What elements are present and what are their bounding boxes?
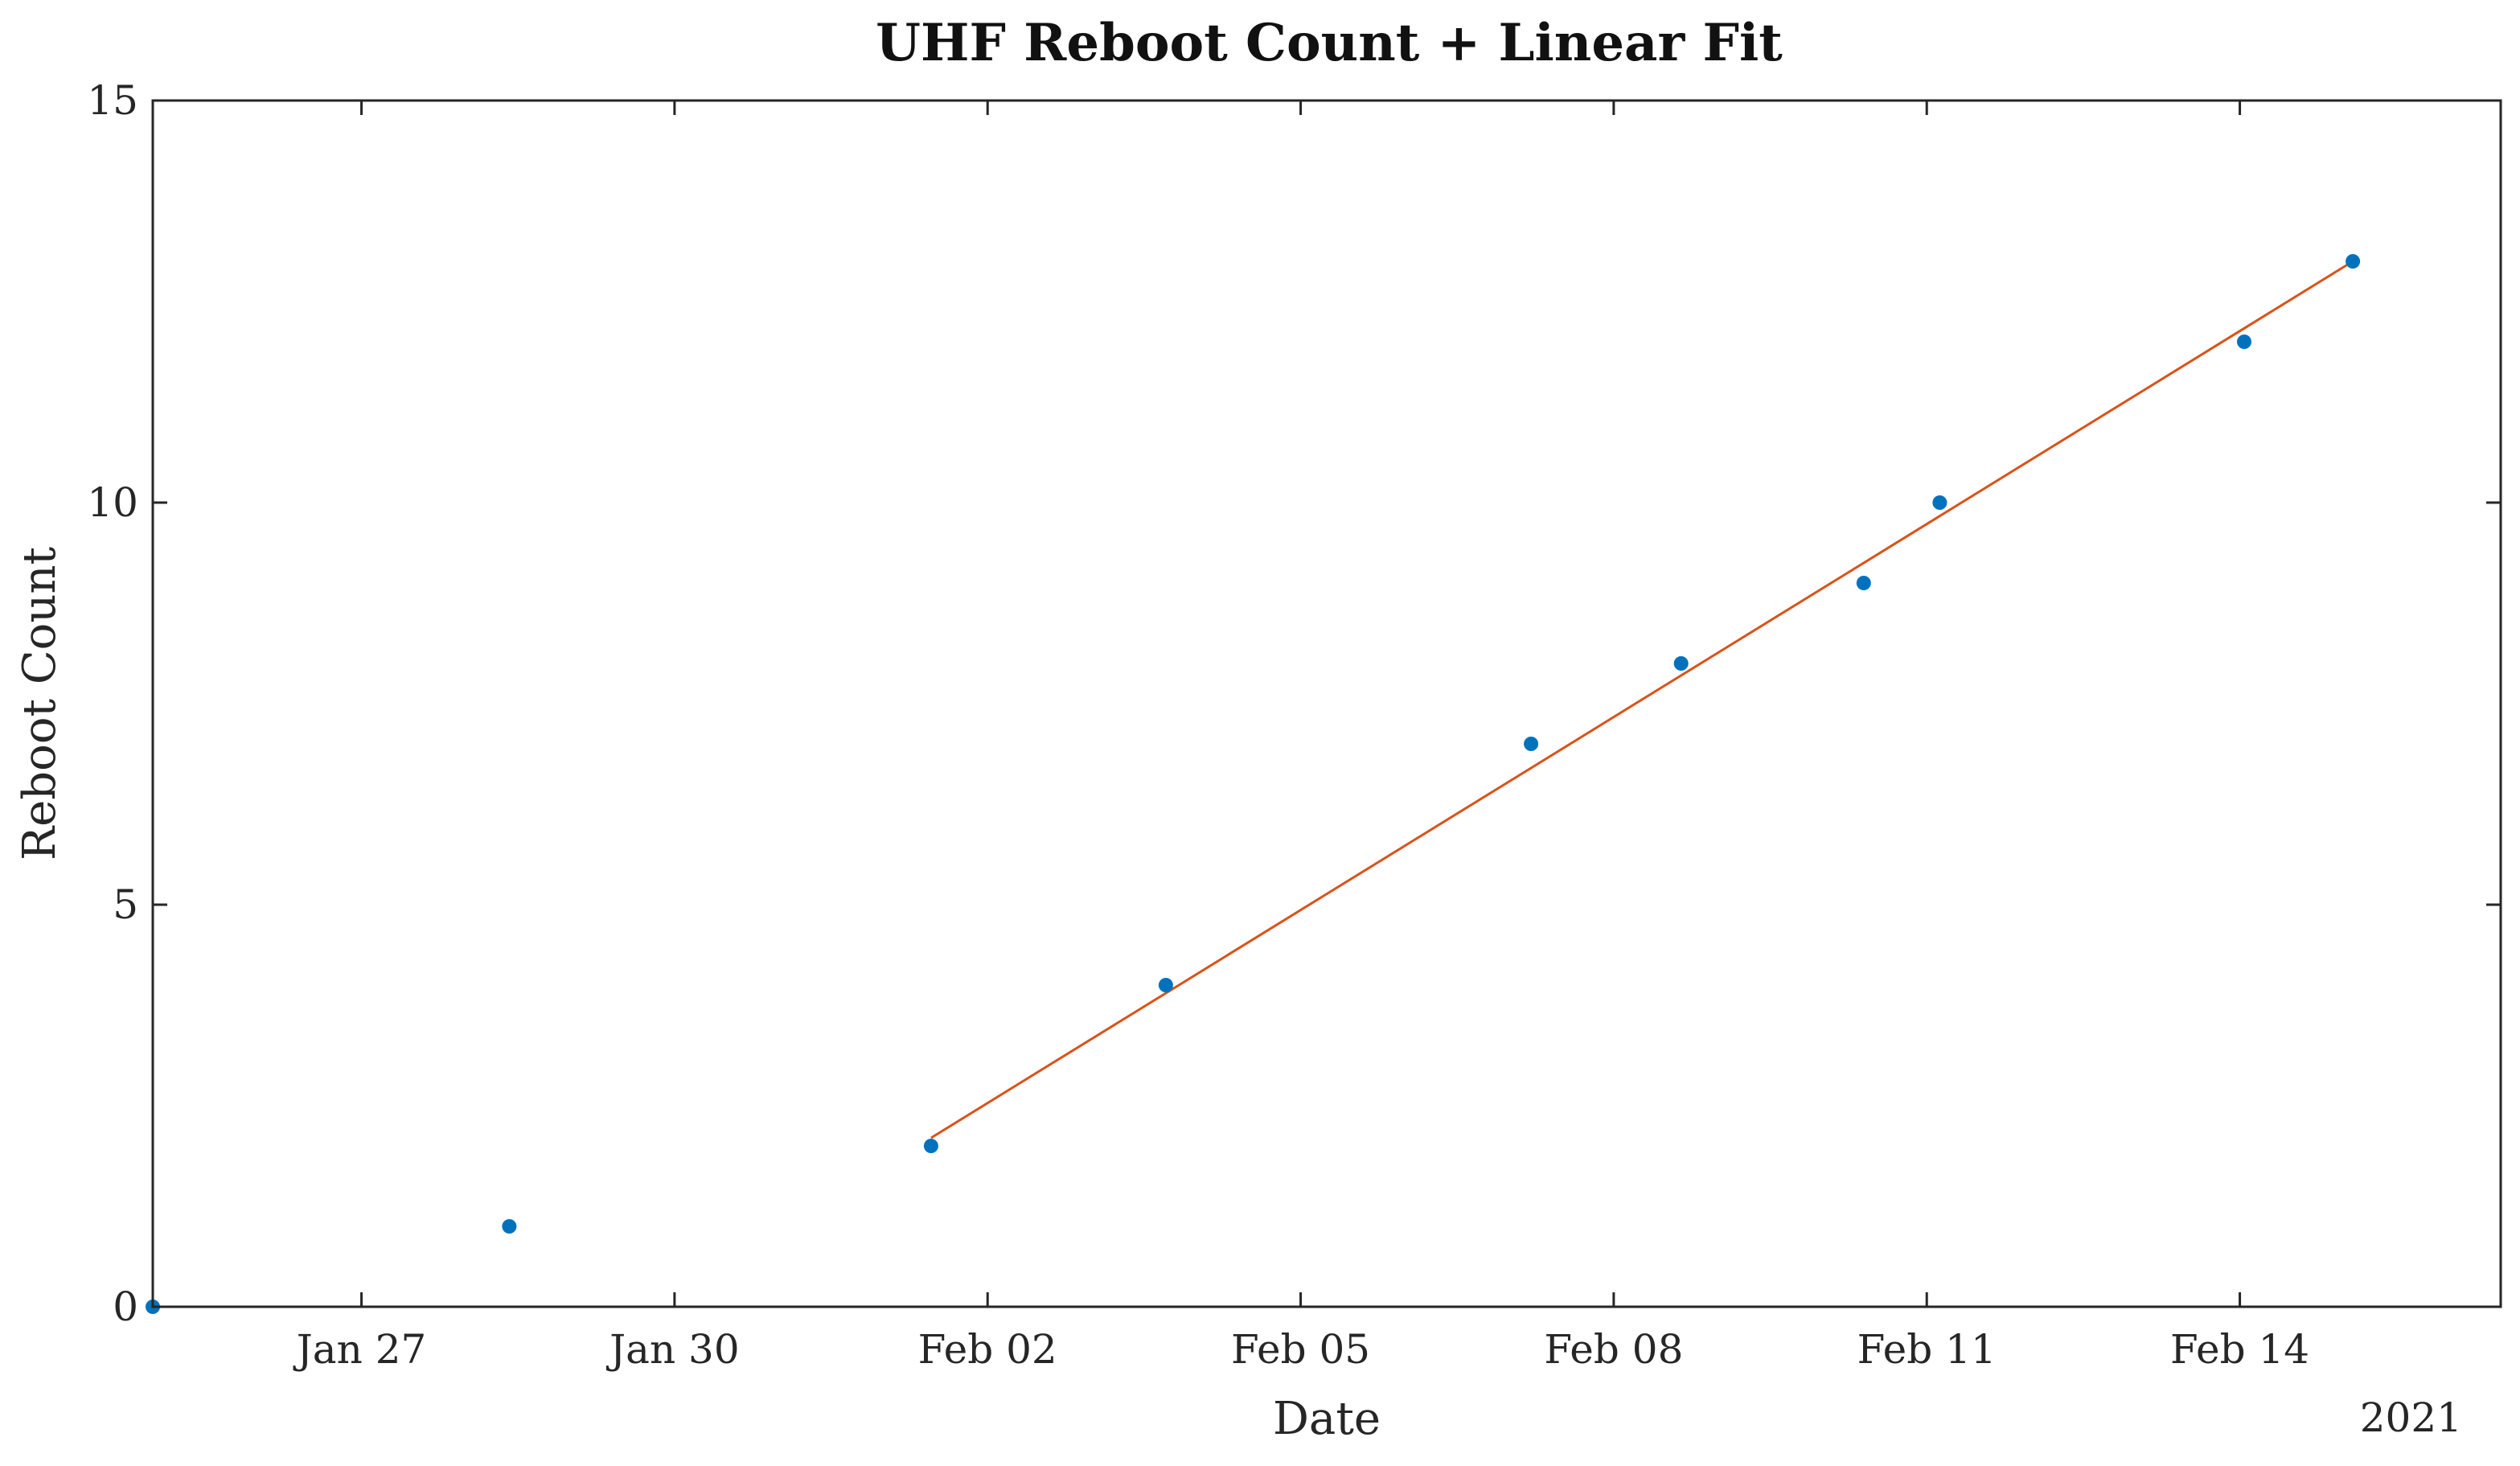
y-axis-label: Reboot Count	[14, 546, 66, 860]
linear-fit-line	[930, 260, 2354, 1140]
x-tick-label: Feb 08	[1544, 1326, 1683, 1373]
data-point	[502, 1219, 517, 1234]
axis-ticks: 0 5 10 15 Jan 27 Jan 30 Feb 02 Feb 05 Feb 08 Feb …	[87, 77, 2501, 1373]
x-tick-label: Jan 30	[605, 1326, 740, 1373]
data-point	[2237, 335, 2251, 349]
x-tick-label: Jan 27	[293, 1326, 427, 1373]
y-tick-label: 0	[113, 1283, 138, 1330]
data-point	[1524, 737, 1539, 751]
data-point	[1673, 656, 1689, 671]
linear-fit	[930, 260, 2354, 1140]
plot-area-frame	[151, 99, 2502, 1308]
y-tick-label: 10	[87, 479, 138, 526]
y-tick-label: 15	[87, 77, 138, 124]
data-point	[2346, 254, 2361, 269]
data-point	[1158, 978, 1173, 992]
y-tick-label: 5	[113, 881, 138, 928]
x-axis-year-label: 2021	[2360, 1394, 2462, 1441]
data-point	[923, 1139, 938, 1153]
chart-title: UHF Reboot Count + Linear Fit	[876, 13, 1783, 73]
x-tick-label: Feb 02	[918, 1326, 1057, 1373]
data-point	[1932, 495, 1947, 510]
x-axis-label: Date	[1273, 1393, 1381, 1445]
data-points	[146, 254, 2361, 1314]
x-tick-label: Feb 11	[1857, 1326, 1997, 1373]
x-tick-label: Feb 14	[2170, 1326, 2309, 1373]
data-point	[1856, 576, 1871, 590]
x-tick-label: Feb 05	[1231, 1326, 1370, 1373]
